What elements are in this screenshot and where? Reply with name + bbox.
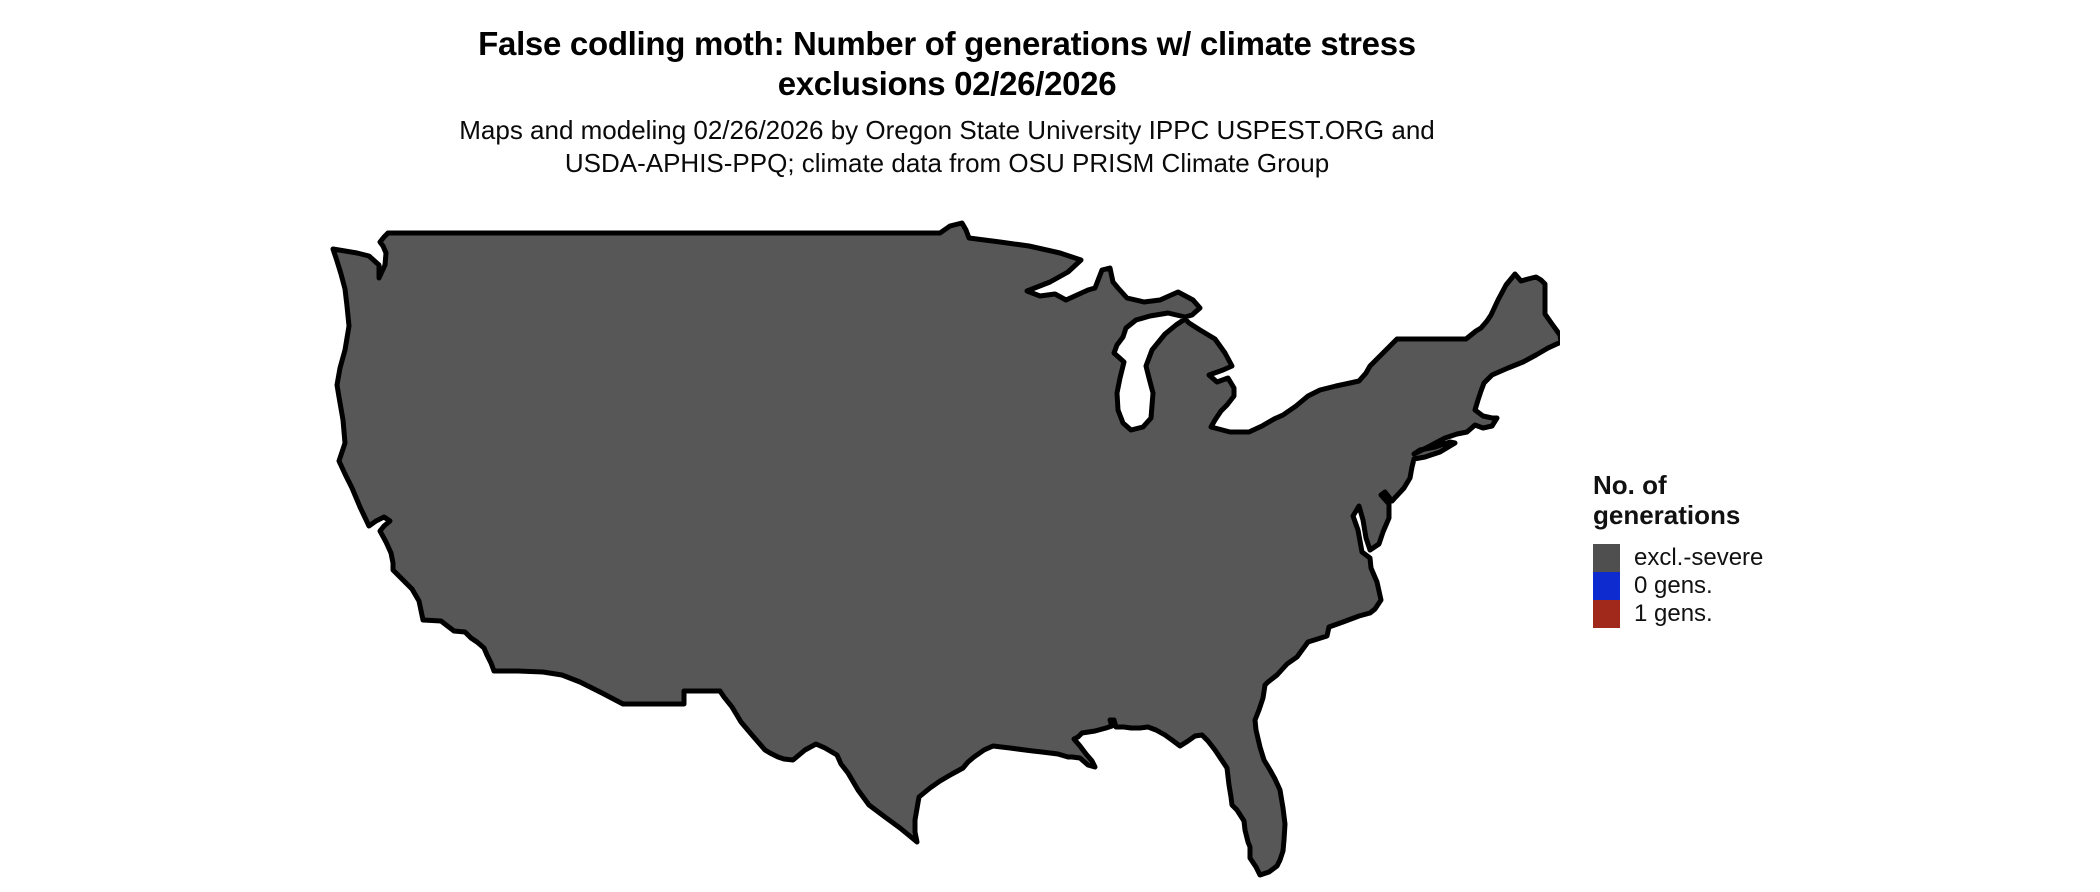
legend: No. of generations excl.-severe 0 gens. [1593, 470, 1893, 628]
subtitle-line-1: Maps and modeling 02/26/2026 by Oregon S… [459, 115, 1435, 145]
us-map-container [240, 220, 1560, 892]
legend-items: excl.-severe 0 gens. 1 gens. [1593, 544, 1893, 628]
zero-gens-swatch [1593, 572, 1620, 600]
title-line-2: exclusions 02/26/2026 [777, 65, 1117, 102]
legend-item-zero-gens: 0 gens. [1593, 572, 1893, 600]
title-line-1: False codling moth: Number of generation… [478, 25, 1416, 62]
legend-label: 0 gens. [1634, 572, 1713, 599]
us-map [240, 220, 1560, 892]
legend-label: 1 gens. [1634, 600, 1713, 627]
subtitle-line-2: USDA-APHIS-PPQ; climate data from OSU PR… [564, 148, 1330, 178]
legend-title: No. of generations [1593, 470, 1893, 530]
excl-severe-swatch [1593, 544, 1620, 572]
legend-label: excl.-severe [1634, 544, 1764, 571]
us-outline-stroke [333, 223, 1560, 875]
page-subtitle: Maps and modeling 02/26/2026 by Oregon S… [0, 114, 1894, 180]
page-title: False codling moth: Number of generation… [0, 24, 1894, 104]
legend-title-line-2: generations [1593, 500, 1741, 530]
legend-item-excl-severe: excl.-severe [1593, 544, 1893, 572]
one-gen-swatch [1593, 600, 1620, 628]
legend-item-one-gen: 1 gens. [1593, 600, 1893, 628]
legend-title-line-1: No. of [1593, 470, 1667, 500]
